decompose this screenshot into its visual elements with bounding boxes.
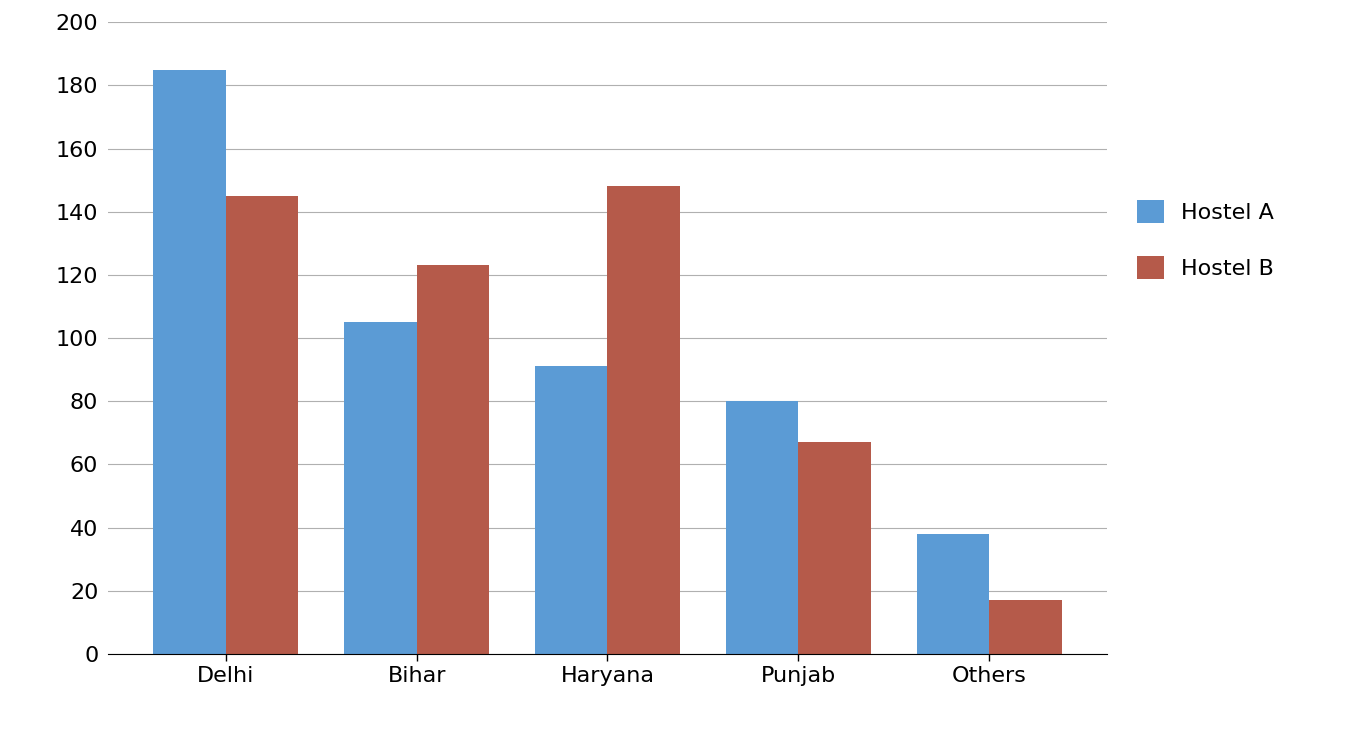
Legend: Hostel A, Hostel B: Hostel A, Hostel B <box>1129 191 1284 288</box>
Bar <box>917 533 990 654</box>
Bar <box>798 442 871 654</box>
Bar <box>990 600 1061 654</box>
Bar <box>417 265 489 654</box>
Bar <box>608 186 680 654</box>
Bar <box>225 196 298 654</box>
Bar <box>726 401 798 654</box>
Bar <box>535 366 608 654</box>
Bar <box>344 322 417 654</box>
Bar <box>154 70 225 654</box>
